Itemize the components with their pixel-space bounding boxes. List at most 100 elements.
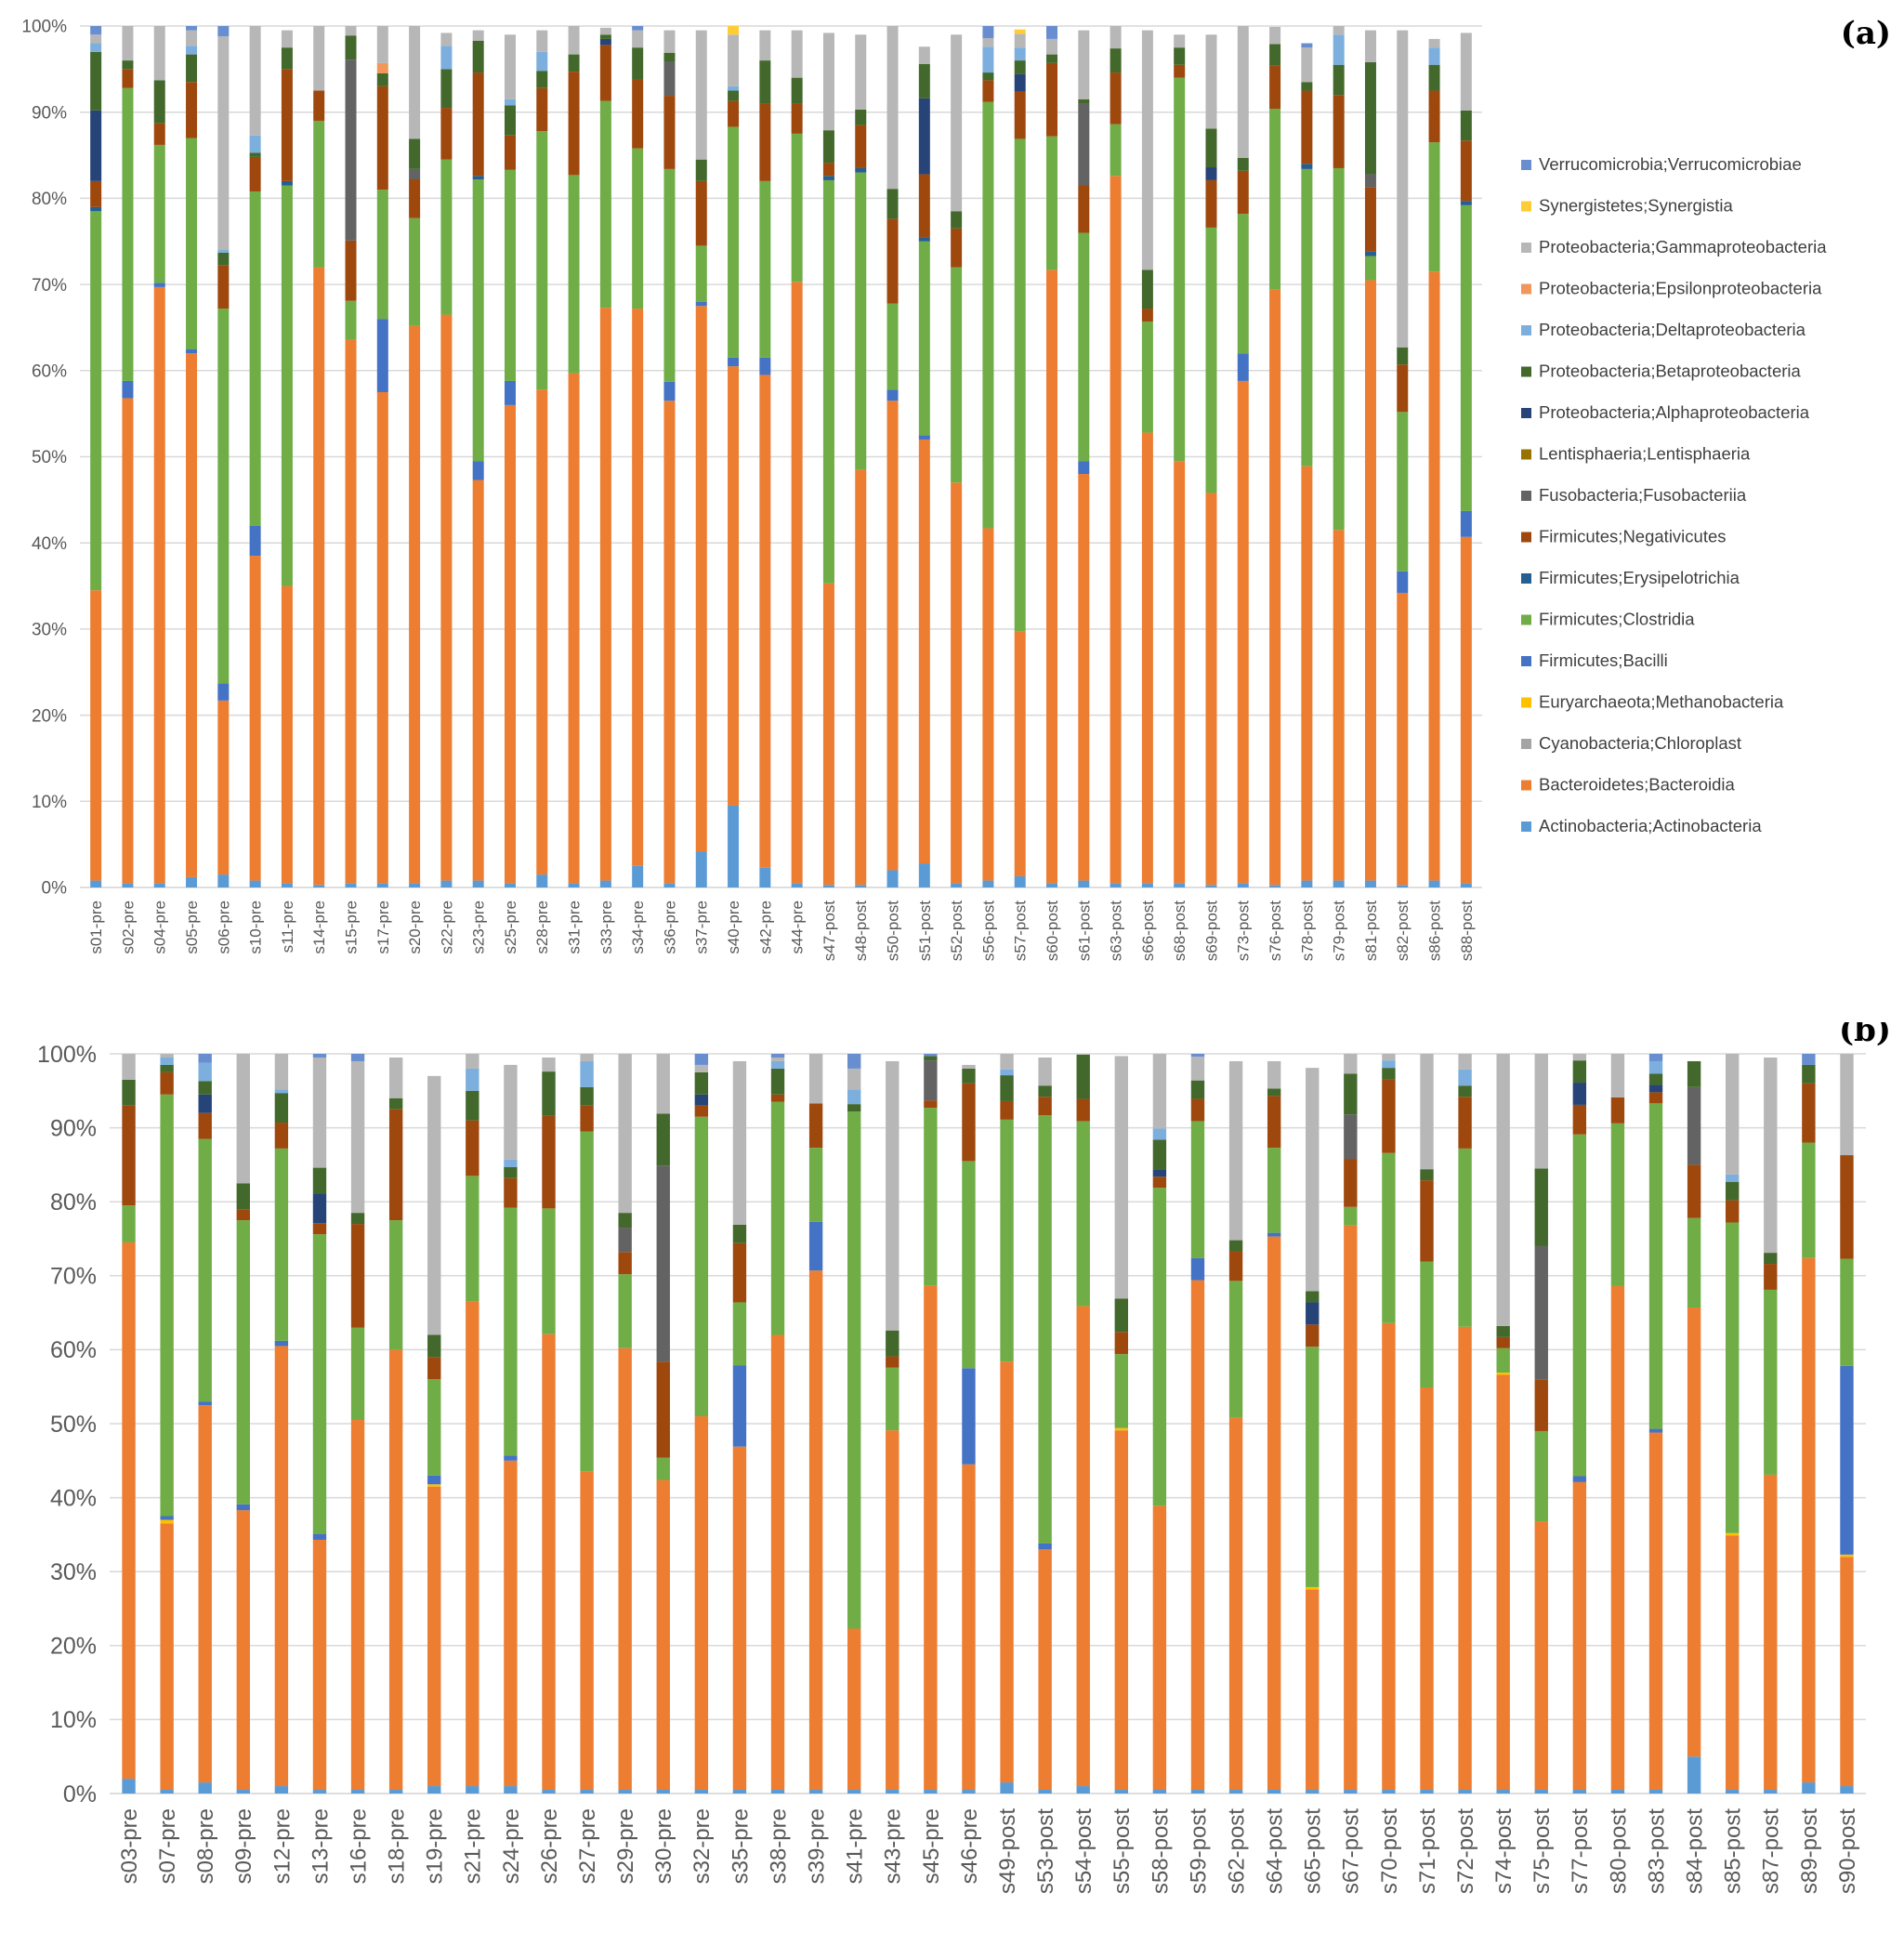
bar-segment-s09-pre-firmicutes-clostridia: [236, 1220, 250, 1505]
bar-segment-s14-pre-proteobacteria-gammaproteobacteria: [313, 26, 325, 91]
bar-segment-s10-pre-firmicutes-bacilli: [249, 525, 261, 557]
bar-segment-s37-pre-firmicutes-bacilli: [695, 301, 707, 307]
bar-segment-s19-pre-bacteroidetes-bacteroidia: [427, 1486, 441, 1787]
bar-segment-s32-pre-bacteroidetes-bacteroidia: [694, 1416, 709, 1791]
bar-segment-s50-post-bacteroidetes-bacteroidia: [886, 401, 899, 871]
legend-swatch-firmicutes-erysipelotrichia: [1521, 573, 1531, 584]
bar-segment-s31-pre-proteobacteria-gammaproteobacteria: [568, 26, 580, 55]
legend-swatch-synergistetes-synergistia: [1521, 201, 1531, 212]
bar-segment-s49-post-proteobacteria-betaproteobacteria: [1000, 1075, 1014, 1101]
x-tick-label: s57-post: [1012, 900, 1030, 961]
x-tick-label: s85-post: [1721, 1808, 1746, 1894]
x-tick-label: s64-post: [1263, 1808, 1288, 1894]
bar-segment-s12-pre-proteobacteria-betaproteobacteria: [274, 1093, 289, 1124]
bar-segment-s23-pre-firmicutes-negativicutes: [472, 72, 484, 177]
bar-segment-s36-pre-firmicutes-clostridia: [663, 168, 676, 382]
bar-segment-s33-pre-proteobacteria-betaproteobacteria: [599, 34, 611, 39]
bar-segment-s34-pre-proteobacteria-gammaproteobacteria: [632, 30, 644, 48]
bar-segment-s14-pre-bacteroidetes-bacteroidia: [313, 267, 325, 886]
bar-segment-s77-post-proteobacteria-alphaproteobacteria: [1572, 1083, 1587, 1105]
bar-segment-s72-post-proteobacteria-gammaproteobacteria: [1458, 1054, 1472, 1070]
bar-segment-s50-post-actinobacteria-actinobacteria: [886, 870, 899, 887]
bar-segment-s58-post-proteobacteria-gammaproteobacteria: [1152, 1054, 1167, 1129]
x-tick-label: s24-pre: [499, 1808, 524, 1884]
bar-segment-s50-post-proteobacteria-gammaproteobacteria: [886, 26, 899, 190]
bar-segment-s39-pre-firmicutes-negativicutes: [808, 1103, 823, 1149]
bar-segment-s06-pre-bacteroidetes-bacteroidia: [217, 700, 230, 875]
bar-segment-s05-pre-proteobacteria-deltaproteobacteria: [186, 46, 198, 55]
bar-segment-s08-pre-verrucomicrobia-verrucomicrobiae: [198, 1054, 212, 1063]
bar-segment-s64-post-firmicutes-clostridia: [1267, 1148, 1281, 1233]
bar-segment-s57-post-firmicutes-clostridia: [1014, 138, 1026, 632]
bar-segment-s28-pre-firmicutes-negativicutes: [536, 87, 548, 132]
bar-segment-s69-post-proteobacteria-betaproteobacteria: [1205, 128, 1217, 168]
bar-segment-s51-post-proteobacteria-betaproteobacteria: [918, 63, 930, 99]
y-tick-label: 0%: [42, 879, 68, 899]
x-tick-label: s63-post: [1108, 900, 1125, 961]
bar-segment-s20-pre-bacteroidetes-bacteroidia: [409, 325, 421, 884]
bar-segment-s48-post-bacteroidetes-bacteroidia: [855, 469, 867, 886]
bar-segment-s06-pre-proteobacteria-gammaproteobacteria: [217, 36, 230, 251]
legend-swatch-proteobacteria-epsilonproteobacteria: [1521, 283, 1531, 295]
bar-segment-s74-post-euryarchaeota-methanobacteria: [1496, 1373, 1510, 1375]
bar-segment-s88-post-firmicutes-negativicutes: [1460, 140, 1472, 202]
bar-segment-s06-pre-verrucomicrobia-verrucomicrobiae: [217, 26, 230, 37]
bar-segment-s39-pre-bacteroidetes-bacteroidia: [808, 1270, 823, 1791]
bar-segment-s63-post-firmicutes-negativicutes: [1110, 72, 1122, 125]
bar-segment-s68-post-bacteroidetes-bacteroidia: [1174, 461, 1186, 884]
bar-segment-s36-pre-firmicutes-negativicutes: [663, 96, 676, 169]
bar-segment-s74-post-bacteroidetes-bacteroidia: [1496, 1374, 1510, 1791]
bar-segment-s54-post-proteobacteria-betaproteobacteria: [1076, 1054, 1090, 1099]
bar-segment-s27-pre-proteobacteria-gammaproteobacteria: [580, 1054, 594, 1061]
bar-segment-s02-pre-proteobacteria-gammaproteobacteria: [122, 26, 134, 61]
bar-segment-s29-pre-firmicutes-clostridia: [618, 1274, 632, 1348]
x-tick-label: s23-pre: [470, 900, 488, 954]
bar-segment-s57-post-firmicutes-negativicutes: [1014, 91, 1026, 139]
bar-segment-s52-post-firmicutes-negativicutes: [951, 228, 963, 268]
legend-swatch-euryarchaeota-methanobacteria: [1521, 697, 1531, 708]
bar-segment-s65-post-firmicutes-clostridia: [1306, 1347, 1320, 1587]
bar-segment-s46-pre-firmicutes-bacilli: [962, 1368, 976, 1465]
bar-segment-s57-post-bacteroidetes-bacteroidia: [1014, 631, 1026, 876]
bar-segment-s59-post-actinobacteria-actinobacteria: [1190, 1790, 1205, 1794]
x-tick-label: s41-pre: [843, 1808, 868, 1884]
x-tick-label: s33-pre: [597, 900, 615, 954]
bar-segment-s61-post-firmicutes-clostridia: [1078, 232, 1090, 462]
bar-segment-s17-pre-firmicutes-clostridia: [376, 190, 388, 320]
bar-segment-s53-post-bacteroidetes-bacteroidia: [1038, 1549, 1052, 1791]
bar-segment-s81-post-fusobacteria-fusobacteriia: [1364, 174, 1376, 188]
bar-segment-s13-pre-firmicutes-bacilli: [312, 1533, 327, 1540]
y-tick-label: 60%: [32, 361, 67, 381]
bar-segment-s61-post-firmicutes-negativicutes: [1078, 185, 1090, 233]
bar-segment-s16-pre-proteobacteria-gammaproteobacteria: [350, 1060, 365, 1214]
bar-segment-s02-pre-firmicutes-bacilli: [122, 380, 134, 399]
x-tick-label: s12-pre: [269, 1808, 295, 1884]
bar-segment-s63-post-proteobacteria-gammaproteobacteria: [1110, 26, 1122, 49]
panel-label-b: (b): [1839, 1022, 1891, 1049]
bar-segment-s47-post-proteobacteria-betaproteobacteria: [822, 130, 834, 164]
bar-segment-s13-pre-bacteroidetes-bacteroidia: [312, 1539, 327, 1791]
bar-segment-s17-pre-proteobacteria-epsilonproteobacteria: [376, 62, 388, 73]
bar-segment-s48-post-proteobacteria-betaproteobacteria: [855, 109, 867, 125]
bar-segment-s61-post-proteobacteria-gammaproteobacteria: [1078, 30, 1090, 99]
legend-swatch-verrucomicrobia-verrucomicrobiae: [1521, 160, 1531, 170]
bar-segment-s80-post-bacteroidetes-bacteroidia: [1610, 1285, 1625, 1791]
y-tick-label: 10%: [50, 1707, 97, 1733]
bar-segment-s54-post-actinobacteria-actinobacteria: [1076, 1786, 1090, 1794]
bar-segment-s04-pre-firmicutes-bacilli: [153, 283, 165, 287]
bar-segment-s66-post-firmicutes-clostridia: [1141, 321, 1153, 433]
bar-segment-s35-pre-firmicutes-clostridia: [732, 1302, 747, 1366]
x-tick-label: s15-pre: [342, 900, 360, 954]
bar-segment-s82-post-proteobacteria-betaproteobacteria: [1397, 347, 1409, 365]
bar-segment-s33-pre-proteobacteria-alphaproteobacteria: [599, 38, 611, 46]
x-tick-label: s72-post: [1453, 1808, 1478, 1894]
bar-segment-s47-post-proteobacteria-gammaproteobacteria: [822, 33, 834, 131]
bar-segment-s12-pre-actinobacteria-actinobacteria: [274, 1786, 289, 1794]
bar-segment-s88-post-actinobacteria-actinobacteria: [1460, 883, 1472, 887]
bar-segment-s30-pre-fusobacteria-fusobacteriia: [656, 1165, 670, 1362]
bar-segment-s83-post-proteobacteria-deltaproteobacteria: [1648, 1060, 1663, 1074]
bar-segment-s57-post-proteobacteria-betaproteobacteria: [1014, 60, 1026, 74]
bar-segment-s64-post-proteobacteria-gammaproteobacteria: [1267, 1060, 1281, 1089]
bar-segment-s27-pre-firmicutes-negativicutes: [580, 1105, 594, 1132]
bar-segment-s16-pre-verrucomicrobia-verrucomicrobiae: [350, 1054, 365, 1061]
